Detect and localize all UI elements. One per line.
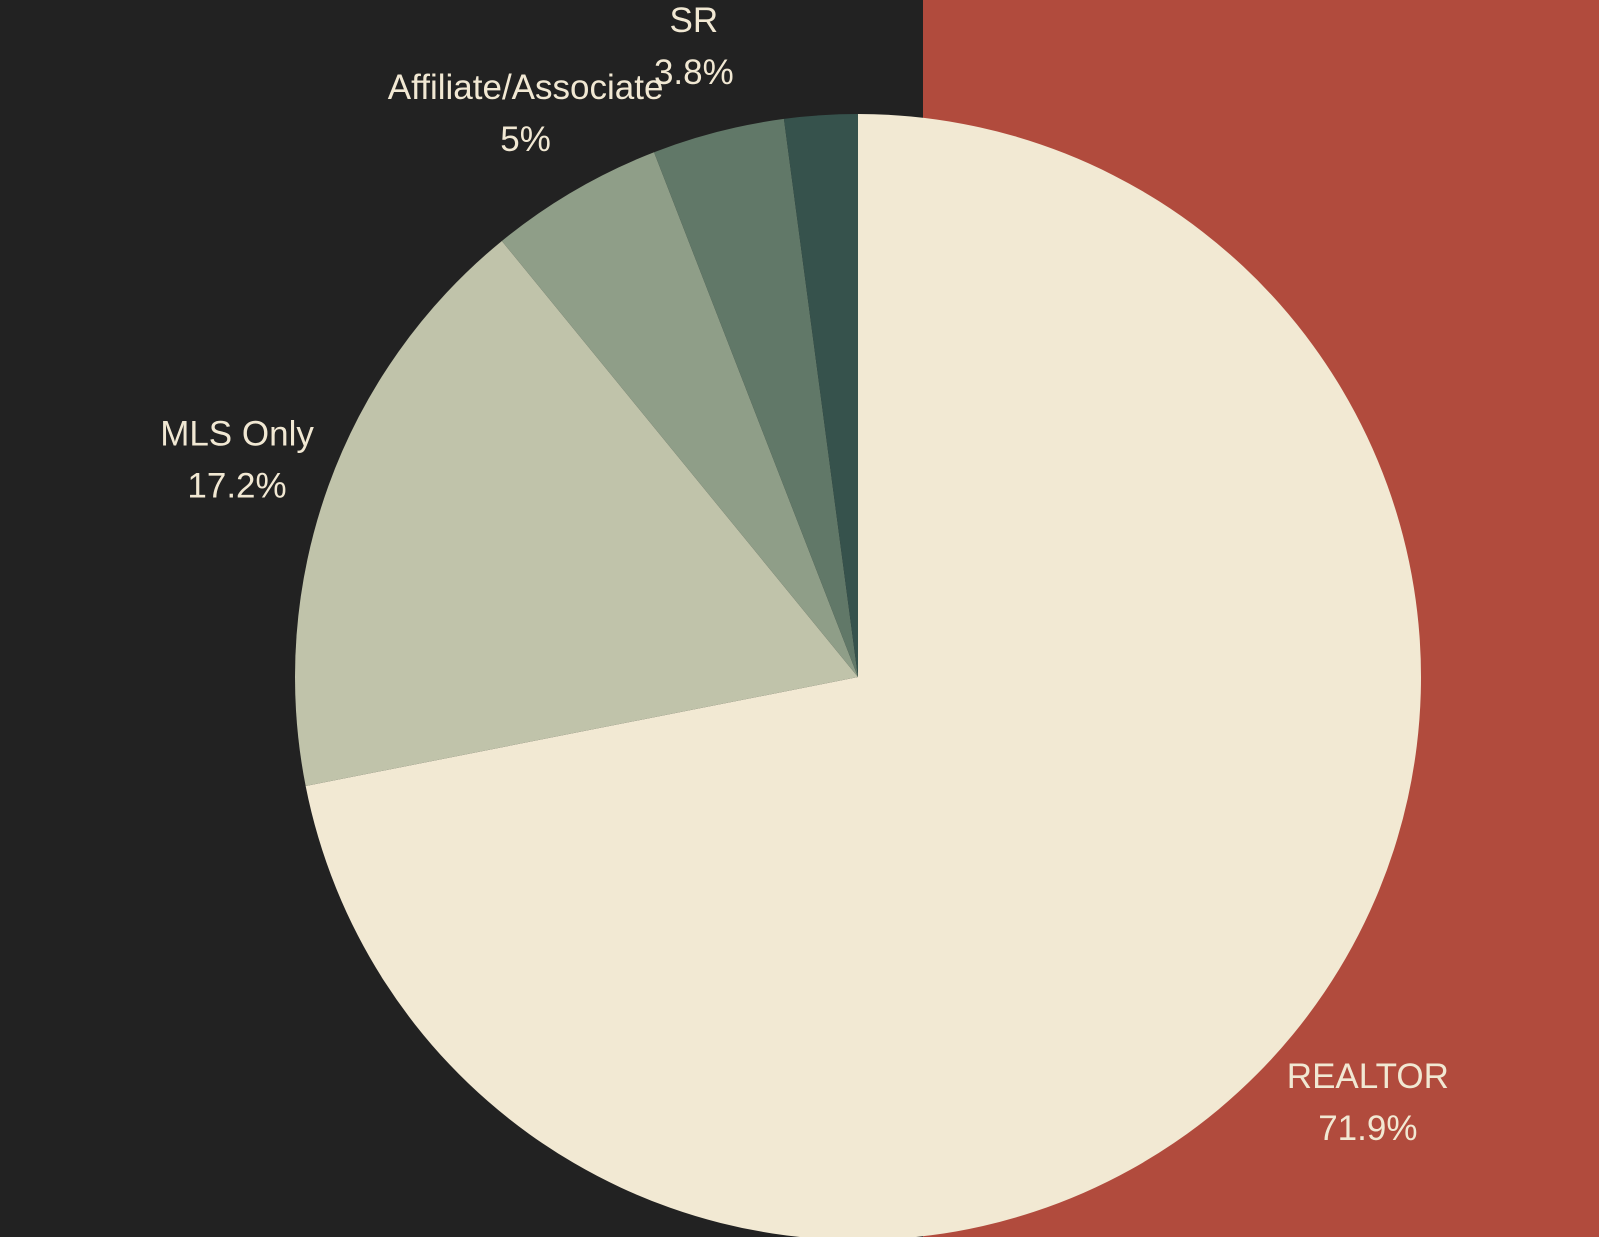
pie-slice-realtor [305, 114, 1421, 1237]
slice-label-name: SR [670, 1, 719, 40]
pie-slice-affiliate-associate [501, 152, 858, 677]
pie-slices [295, 114, 1421, 1237]
slice-label-value: 71.9% [1318, 1109, 1417, 1148]
slice-label-value: 5% [500, 120, 551, 159]
slice-label-value: 17.2% [187, 466, 286, 505]
slice-label-name: MLS Only [160, 414, 314, 453]
slice-label-value: 3.8% [654, 53, 734, 92]
pie-labels: REALTOR 71.9% MLS Only 17.2% Affiliate/Assoc… [160, 1, 1449, 1148]
slice-label-name: REALTOR [1287, 1057, 1449, 1096]
pie-slice-mls-only [295, 240, 858, 786]
pie-slice-sr [654, 118, 858, 678]
slice-label-name: Affiliate/Associate [388, 68, 664, 107]
pie-slice-unlabeled [783, 114, 858, 677]
